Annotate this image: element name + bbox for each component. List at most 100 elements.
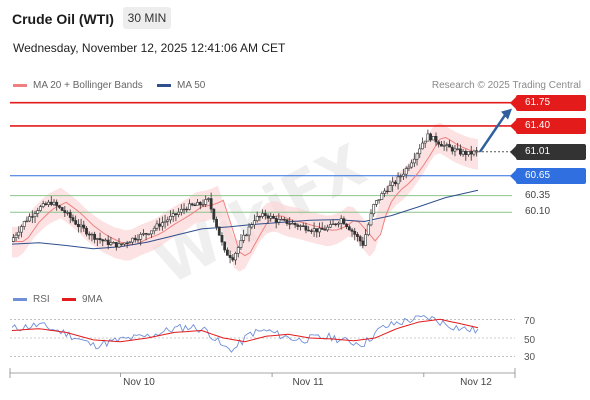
candle <box>263 213 267 217</box>
legend-9ma-label: 9MA <box>82 294 103 305</box>
rsi-tick-50: 50 <box>524 335 536 346</box>
candle <box>255 216 259 222</box>
candle <box>296 224 300 227</box>
level-label-pivot: 60.65 <box>510 167 586 184</box>
candle <box>315 228 319 233</box>
candle <box>71 217 75 221</box>
candle <box>261 213 265 217</box>
candle <box>375 200 378 205</box>
candle <box>396 176 400 185</box>
candle <box>429 133 432 141</box>
candle <box>85 227 88 235</box>
candle <box>391 181 395 186</box>
candle <box>366 224 370 236</box>
candle <box>41 203 45 207</box>
candle <box>236 247 240 254</box>
candle <box>17 231 21 236</box>
candle <box>101 239 105 242</box>
candle <box>228 255 232 258</box>
candle <box>475 150 479 152</box>
candle <box>147 233 151 235</box>
candle <box>20 226 23 233</box>
candle <box>356 234 359 237</box>
candle <box>152 227 156 232</box>
candle <box>231 257 235 261</box>
legend-rsi-label: RSI <box>33 294 50 305</box>
candle <box>204 199 208 205</box>
candle <box>30 216 34 218</box>
candle <box>196 202 199 206</box>
candle <box>201 204 205 206</box>
candle <box>131 237 134 243</box>
candle <box>166 219 170 222</box>
ma50-line <box>11 189 479 250</box>
candle <box>90 233 94 236</box>
candle <box>247 226 251 236</box>
candle <box>328 224 332 228</box>
timeframe-badge[interactable]: 30 MIN <box>123 7 171 29</box>
candle <box>358 236 362 242</box>
candle <box>123 242 126 245</box>
candle <box>139 234 143 240</box>
legend-rsi: RSI <box>13 294 50 305</box>
candle <box>22 221 26 227</box>
candle <box>364 234 367 246</box>
candle <box>128 241 132 244</box>
candle <box>456 148 460 150</box>
candle <box>144 233 148 235</box>
candle <box>464 151 468 155</box>
level-label-support: 60.35 <box>525 189 551 201</box>
candle <box>133 237 137 241</box>
candle <box>337 222 340 225</box>
candle <box>220 234 224 243</box>
legend-9ma: 9MA <box>62 294 103 305</box>
candle <box>66 212 69 214</box>
candle <box>353 231 357 235</box>
candle <box>253 220 256 226</box>
candle <box>307 229 311 232</box>
candle <box>198 202 202 206</box>
candle <box>158 223 162 227</box>
candle <box>453 148 457 152</box>
forecast-arrow <box>478 112 508 153</box>
candle <box>39 206 42 211</box>
ma20-line <box>12 136 479 257</box>
candle <box>434 136 438 143</box>
candle <box>272 215 275 219</box>
candle <box>361 240 365 246</box>
candle <box>274 218 278 223</box>
candle <box>49 201 53 205</box>
candle <box>291 222 294 225</box>
candle <box>299 225 302 227</box>
candle <box>304 225 308 231</box>
candle <box>404 168 408 175</box>
candle <box>169 216 172 221</box>
level-label-support: 60.10 <box>525 206 551 218</box>
legend-ma20: MA 20 + Bollinger Bands <box>13 80 143 91</box>
candle <box>442 145 446 147</box>
candle <box>215 219 218 228</box>
candle <box>47 201 50 205</box>
legend-ma50-swatch <box>157 84 171 87</box>
candle <box>120 243 124 245</box>
candle <box>339 218 343 224</box>
level-label-current: 61.01 <box>510 143 586 160</box>
candle <box>418 148 422 155</box>
candle <box>209 198 213 210</box>
candle <box>82 224 86 229</box>
candle <box>182 208 186 211</box>
candle <box>163 220 167 223</box>
bollinger-band <box>12 122 478 272</box>
candle <box>426 133 430 142</box>
candle <box>58 205 61 208</box>
candle <box>125 242 129 244</box>
candle <box>177 211 181 215</box>
rsi-ma9-line <box>11 318 479 343</box>
candle <box>160 222 164 227</box>
x-tick-nov12: Nov 12 <box>460 377 492 388</box>
rsi-line <box>11 314 479 353</box>
credit-text: Research © 2025 Trading Central <box>431 80 581 91</box>
legend-ma50: MA 50 <box>157 80 205 91</box>
candle <box>60 207 64 211</box>
candle <box>412 158 416 164</box>
